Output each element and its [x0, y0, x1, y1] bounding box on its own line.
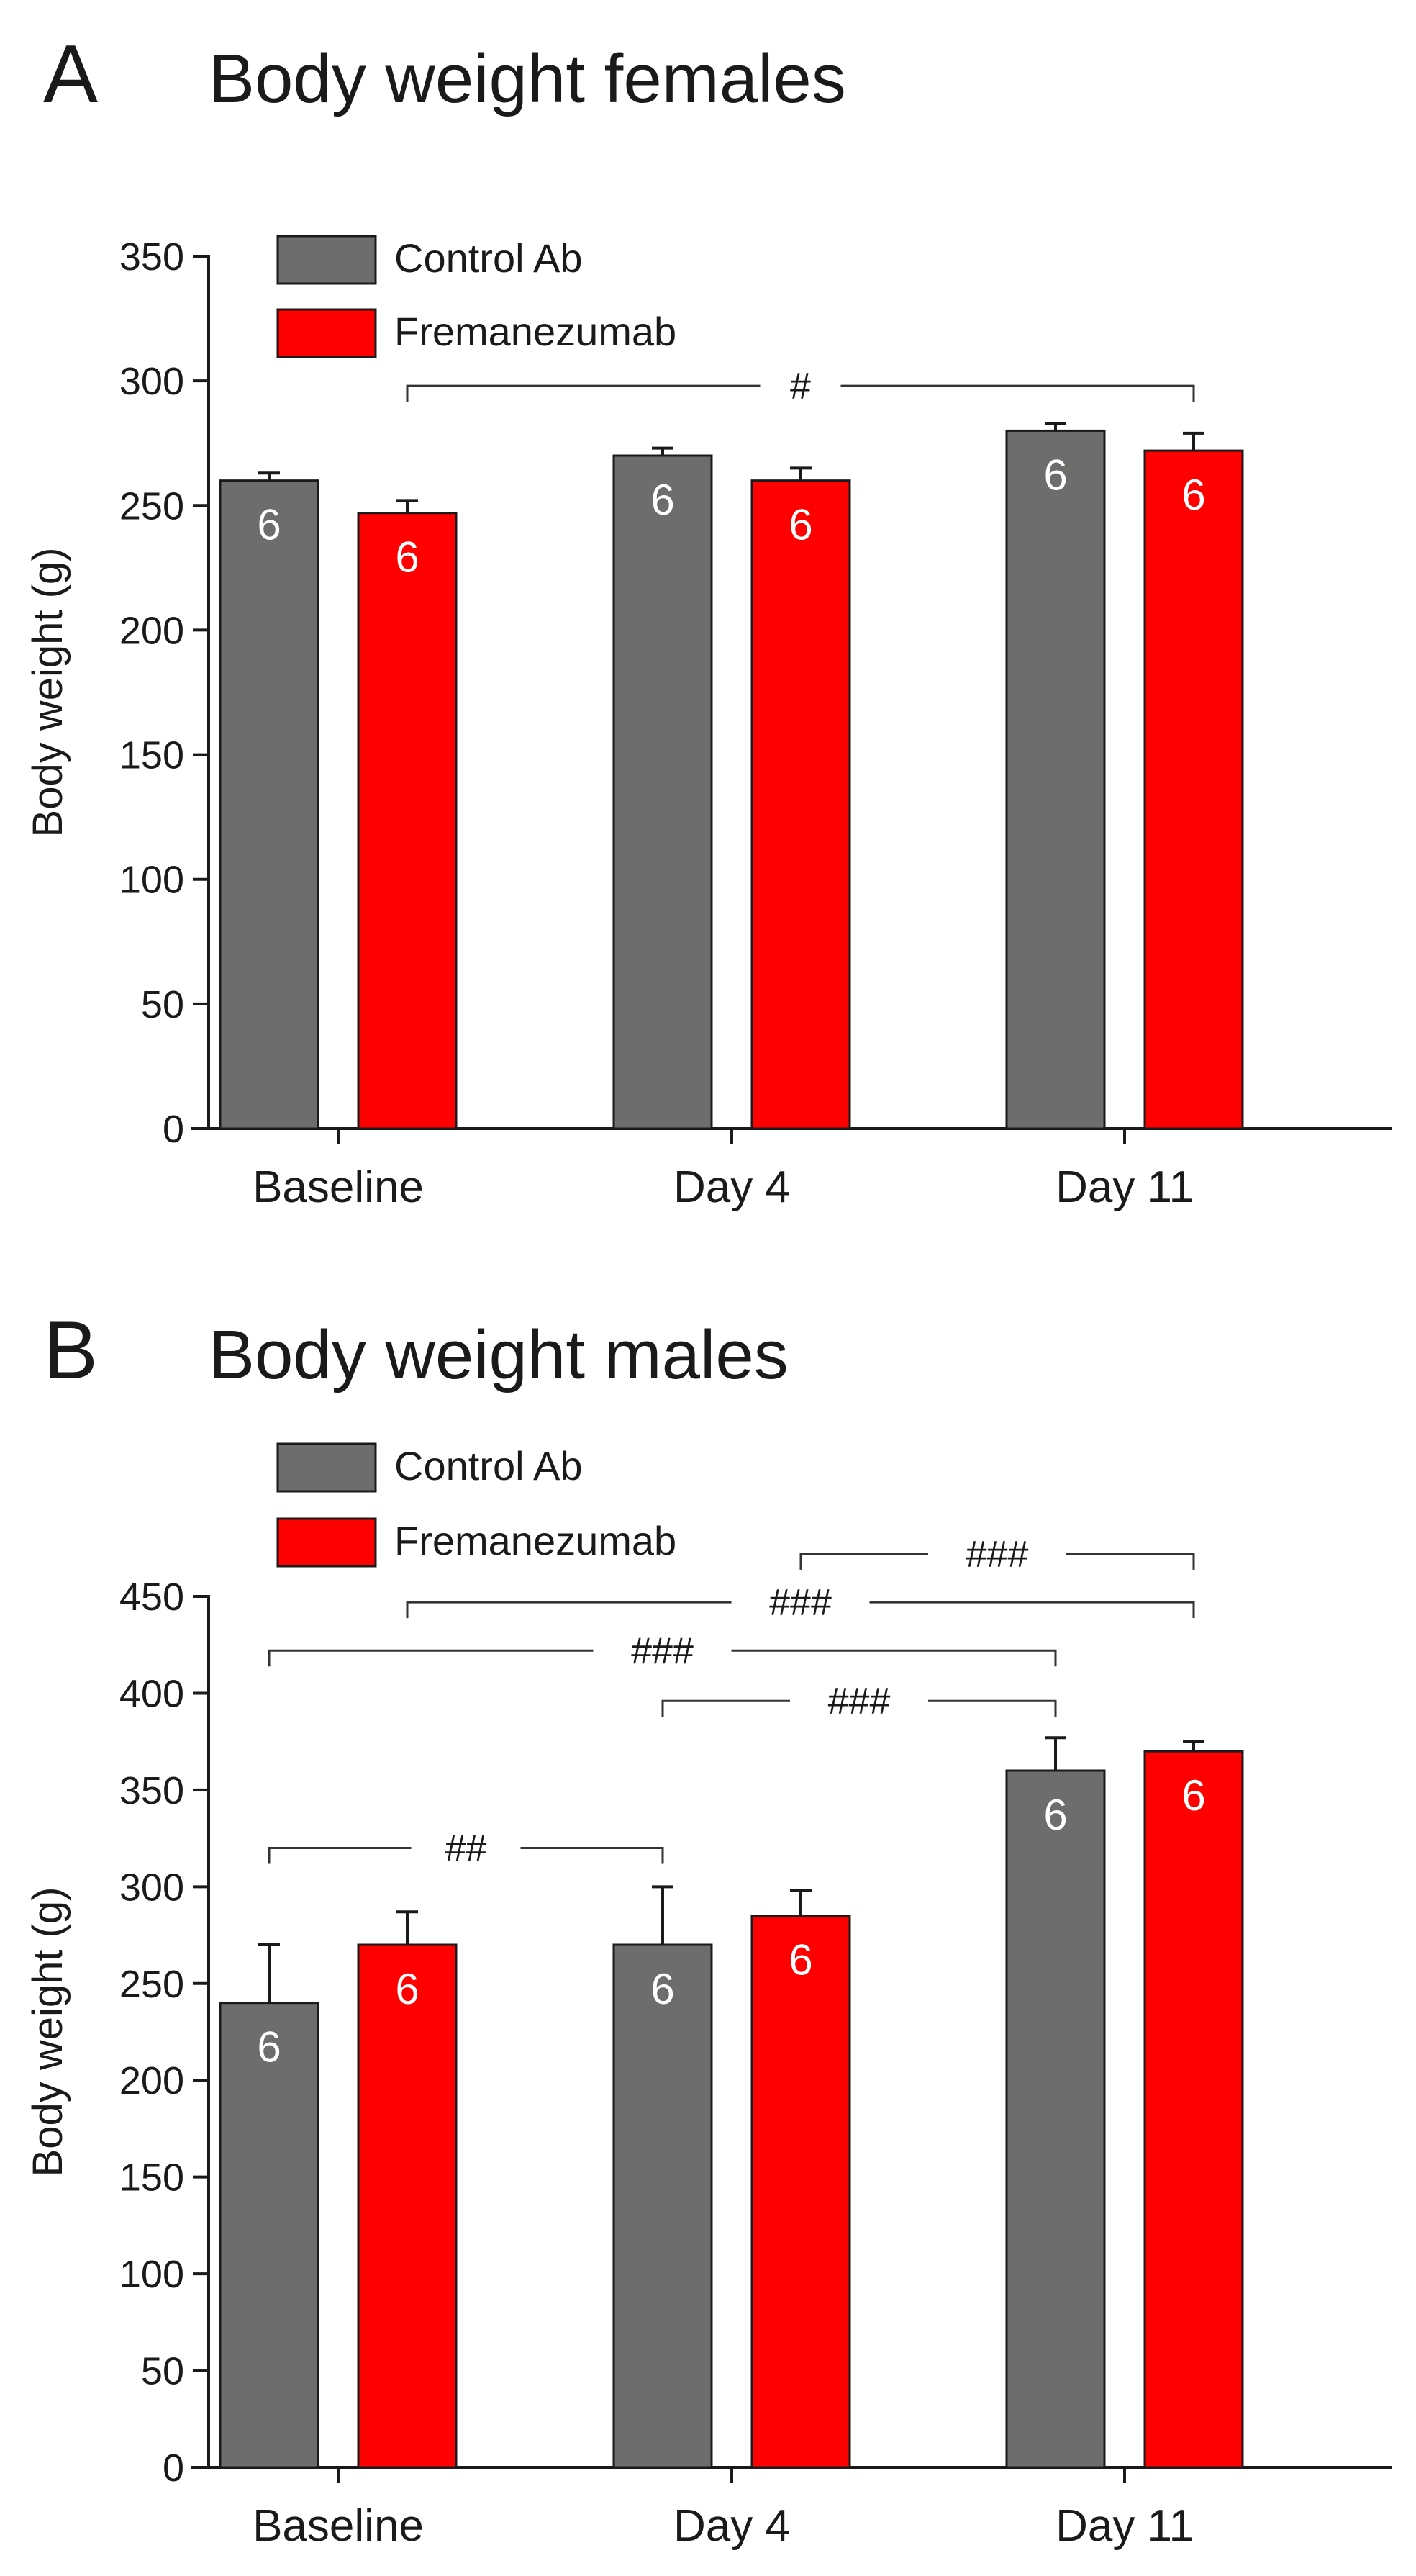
- legend-swatch-control: [276, 235, 377, 285]
- significance-label: ###: [769, 1582, 832, 1624]
- significance-bracket: [406, 384, 1195, 402]
- bar-fremanezumab: [750, 1915, 851, 2469]
- chart-title: Body weight females: [209, 40, 846, 117]
- panel-letter: A: [43, 29, 98, 120]
- y-tick-label: 250: [119, 484, 184, 528]
- x-tick-label: Day 11: [1056, 1162, 1194, 1212]
- legend-label-control: Control Ab: [394, 235, 583, 281]
- y-tick-label: 50: [141, 983, 184, 1026]
- legend-swatch-control: [276, 1442, 377, 1493]
- y-tick-label: 50: [141, 2350, 184, 2393]
- y-tick-label: 200: [119, 2059, 184, 2102]
- y-tick-label: 150: [119, 2156, 184, 2200]
- significance-bracket: [406, 1601, 1195, 1619]
- y-tick-label: 400: [119, 1672, 184, 1715]
- bar-control: [612, 454, 713, 1130]
- bar-control: [219, 479, 319, 1130]
- x-tick-label: Day 4: [673, 2501, 790, 2551]
- bar-fremanezumab: [1143, 1750, 1244, 2469]
- bar-n-label: 6: [650, 476, 674, 524]
- bar-n-label: 6: [257, 2023, 281, 2071]
- y-axis-label: Body weight (g): [24, 1887, 71, 2177]
- y-tick-label: 0: [163, 1108, 184, 1151]
- significance-bracket: [268, 1847, 664, 1864]
- bar-fremanezumab: [357, 1943, 458, 2469]
- bar-control: [1005, 429, 1106, 1130]
- x-tick-label: Baseline: [253, 2501, 424, 2551]
- bar-n-label: 6: [395, 1965, 419, 2013]
- bar-control: [612, 1943, 713, 2469]
- bar-fremanezumab: [1143, 449, 1244, 1130]
- chart-title: Body weight males: [209, 1316, 789, 1393]
- y-tick-label: 350: [119, 1769, 184, 1812]
- y-tick-label: 100: [119, 859, 184, 902]
- y-tick-label: 450: [119, 1576, 184, 1619]
- y-tick-label: 150: [119, 734, 184, 777]
- bar-n-label: 6: [1181, 1771, 1205, 1820]
- bar-fremanezumab: [750, 479, 851, 1130]
- bar-fremanezumab: [357, 512, 458, 1130]
- y-tick-label: 200: [119, 609, 184, 652]
- legend-swatch-fremanezumab: [276, 1517, 377, 1568]
- legend-swatch-fremanezumab: [276, 308, 377, 358]
- bar-n-label: 6: [789, 1936, 812, 1984]
- bar-n-label: 6: [395, 533, 419, 582]
- significance-label: ###: [631, 1630, 694, 1672]
- significance-label: ###: [828, 1681, 891, 1722]
- significance-bracket: [661, 1699, 1057, 1717]
- significance-label: #: [790, 366, 811, 407]
- y-tick-label: 250: [119, 1963, 184, 2006]
- significance-bracket: [268, 1649, 1057, 1667]
- bar-control: [219, 2002, 319, 2469]
- panel-letter: B: [43, 1305, 98, 1396]
- bar-n-label: 6: [1181, 471, 1205, 519]
- legend-label-control: Control Ab: [394, 1443, 583, 1488]
- legend-label-fremanezumab: Fremanezumab: [394, 1518, 676, 1563]
- x-tick-label: Day 4: [673, 1162, 790, 1212]
- y-tick-label: 300: [119, 1866, 184, 1909]
- y-tick-label: 0: [163, 2446, 184, 2490]
- bar-control: [1005, 1769, 1106, 2469]
- significance-bracket: [799, 1553, 1195, 1570]
- significance-label: ###: [966, 1534, 1029, 1576]
- y-axis-label: Body weight (g): [24, 548, 71, 838]
- significance-label: ##: [445, 1828, 487, 1870]
- x-tick-label: Baseline: [253, 1162, 424, 1212]
- y-tick-label: 300: [119, 360, 184, 403]
- legend-label-fremanezumab: Fremanezumab: [394, 309, 676, 354]
- panel-b: B Body weight males Control Ab Fremanezumab…: [24, 1305, 1392, 2551]
- y-tick-label: 350: [119, 235, 184, 279]
- y-tick-label: 100: [119, 2253, 184, 2296]
- bar-n-label: 6: [1043, 1791, 1067, 1839]
- x-tick-label: Day 11: [1056, 2501, 1194, 2551]
- bar-n-label: 6: [257, 501, 281, 549]
- panel-a: A Body weight females Control Ab Fremanezum…: [24, 29, 1392, 1212]
- bar-n-label: 6: [1043, 451, 1067, 499]
- bar-n-label: 6: [789, 501, 812, 549]
- bar-n-label: 6: [650, 1965, 674, 2013]
